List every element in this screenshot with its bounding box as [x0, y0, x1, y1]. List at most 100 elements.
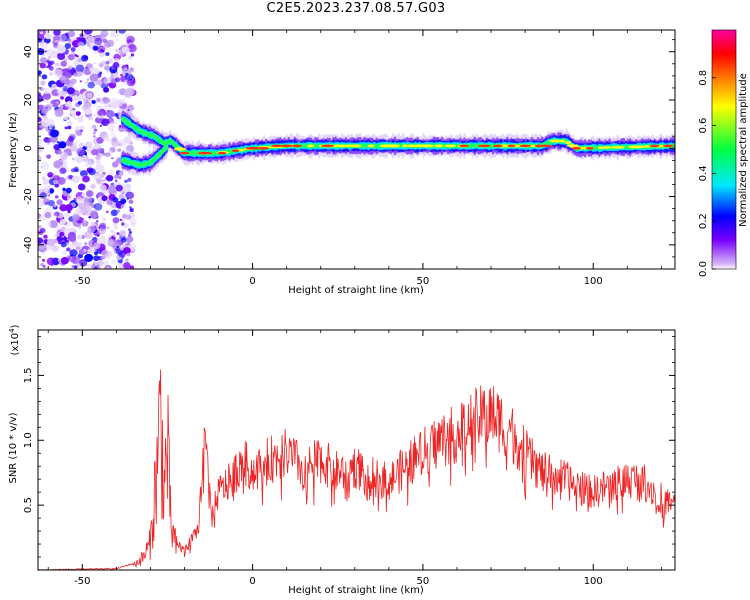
spectrogram-noise-cell	[66, 247, 71, 252]
spectrogram-noise-cell	[67, 125, 72, 130]
spectrogram-noise-cell	[53, 171, 56, 174]
spectrogram-noise-cell	[89, 126, 93, 130]
spectrogram-noise-cell	[76, 71, 83, 77]
colorbar: 0.0 0.2 0.4 0.6 0.8 Normalized spectral ampl…	[698, 29, 749, 277]
spectrogram-noise-cell	[86, 92, 93, 99]
spectrogram-noise-cell	[106, 174, 114, 182]
spectrogram-noise-cell	[56, 141, 60, 144]
spectrogram-noise-cell	[83, 219, 87, 223]
spectrogram-noise-cell	[101, 217, 107, 222]
spectrogram-noise-cell	[58, 133, 62, 137]
spectrogram-noise-cell	[41, 251, 45, 255]
spectrogram-noise-cell	[101, 249, 110, 258]
spectrogram-x-ticks: -50 0 50 100	[47, 30, 662, 287]
spectrogram-noise-cell	[128, 199, 134, 204]
spectrogram-noise-cell	[71, 256, 81, 265]
spectrogram-noise-cell	[69, 249, 78, 257]
spectrogram-noise-cell	[44, 185, 51, 192]
spectrogram-noise-cell	[107, 238, 114, 245]
spectrogram-noise-cell	[66, 37, 71, 42]
spectrogram-noise-cell	[53, 144, 60, 151]
spectrogram-noise-cell	[64, 43, 72, 49]
spectrogram-noise-cell	[103, 260, 109, 266]
spectrogram-noise-cell	[66, 87, 75, 95]
spectrogram-noise-cell	[101, 114, 104, 117]
spectrogram-noise-cell	[38, 262, 41, 267]
spectrogram-noise-cell	[80, 96, 85, 100]
spectrogram-noise-cell	[97, 259, 104, 266]
spectrogram-noise-cell	[75, 129, 82, 136]
spectrogram-noise-cell	[41, 258, 46, 262]
spectrogram-noise-cell	[51, 89, 60, 97]
spectrogram-noise-cell	[95, 194, 99, 198]
spectrogram-noise-cell	[92, 213, 98, 219]
spectrogram-noise-cell	[47, 156, 50, 159]
spectrogram-noise-cell	[116, 232, 120, 235]
spectrogram-noise-cell	[112, 62, 120, 69]
spectrogram-noise-cell	[110, 33, 115, 38]
spectrogram-noise-cell	[76, 263, 81, 267]
spectrogram-noise-cell	[76, 68, 80, 71]
spectrogram-noise-cell	[126, 87, 136, 96]
spectrogram-noise-cell	[126, 68, 133, 75]
spectrogram-noise-cell	[64, 126, 68, 130]
spectrogram-noise-cell	[57, 90, 61, 94]
spectrogram-noise-cell	[77, 168, 82, 173]
snr-multiplier-label: (x104)	[8, 324, 21, 355]
spectrogram-noise-cell	[106, 123, 115, 131]
spectrogram-hot-cell	[632, 145, 645, 149]
spectrogram-peak-cell	[280, 144, 294, 148]
spectrogram-noise-cell	[105, 102, 113, 110]
spectrogram-x-tick-label: 50	[417, 276, 430, 287]
spectrogram-noise-cell	[71, 95, 79, 102]
spectrogram-noise-cell	[94, 251, 99, 255]
spectrogram-noise-cell	[68, 174, 73, 180]
spectrogram-peak-cell	[507, 144, 516, 148]
colorbar-tick-label: 0.2	[698, 213, 709, 229]
spectrogram-noise-cell	[130, 53, 135, 57]
spectrogram-noise-cell	[89, 73, 99, 82]
spectrogram-x-tick-label: -50	[74, 276, 90, 287]
spectrogram-noise-cell	[112, 217, 120, 224]
spectrogram-noise-cell	[117, 148, 122, 152]
spectrogram-noise-cell	[41, 74, 48, 80]
spectrogram-noise-cell	[83, 30, 93, 35]
spectrogram-noise-cell	[58, 257, 62, 260]
spectrogram-peak-cell	[662, 144, 674, 148]
spectrogram-noise-cell	[98, 184, 107, 192]
spectrogram-noise-cell	[54, 62, 59, 67]
spectrogram-peak-cell	[492, 144, 503, 148]
spectrogram-noise-cell	[106, 110, 115, 118]
spectrogram-noise-cell	[84, 253, 94, 262]
spectrogram-noise-cell	[67, 120, 73, 126]
spectrogram-noise-cell	[114, 77, 121, 83]
spectrogram-noise-cell	[119, 218, 123, 221]
spectrogram-noise-cell	[87, 248, 95, 255]
spectrogram-noise-cell	[87, 225, 96, 234]
spectrogram-noise-cell	[114, 135, 117, 138]
spectrogram-noise-cell	[111, 157, 114, 160]
spectrogram-noise-cell	[72, 60, 80, 67]
spectrogram-noise-cell	[59, 104, 64, 109]
spectrogram-noise-cell	[128, 231, 132, 234]
spectrogram-noise-cell	[60, 241, 67, 248]
spectrogram-noise-cell	[64, 204, 73, 212]
spectrogram-noise-cell	[68, 234, 77, 242]
spectrogram-noise-cell	[129, 265, 135, 269]
spectrogram-peak-cell	[217, 151, 227, 155]
spectrogram-noise-cell	[124, 72, 129, 77]
spectrogram-hot-cell	[611, 145, 624, 149]
spectrogram-x-tick-label: 100	[584, 276, 603, 287]
spectrogram-noise-cell	[55, 101, 60, 105]
spectrogram-noise-cell	[84, 80, 89, 84]
spectrogram-noise-cell	[38, 38, 42, 43]
spectrogram-noise-cell	[58, 64, 62, 67]
spectrogram-hot-cell	[337, 144, 346, 148]
spectrogram-noise-cell	[79, 80, 82, 83]
spectrogram-noise-cell	[64, 80, 74, 89]
spectrogram-peak-cell	[571, 146, 582, 150]
spectrogram-noise-cell	[57, 43, 61, 47]
spectrogram-hot-cell	[582, 146, 588, 150]
spectrogram-noise-cell	[53, 179, 59, 185]
spectrogram-noise-cell	[67, 30, 76, 38]
